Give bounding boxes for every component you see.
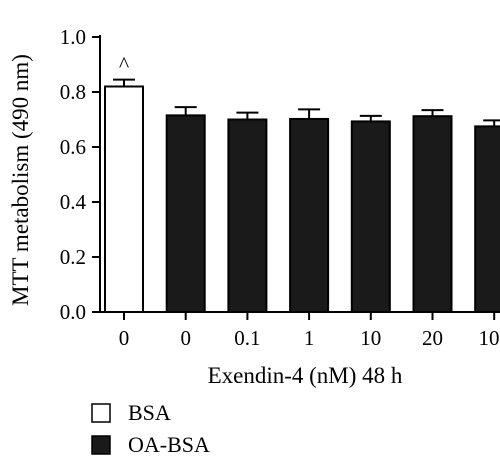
legend-label-bsa: BSA <box>128 400 171 425</box>
bars: ^ <box>104 52 500 313</box>
bar-oa-bsa-6 <box>474 125 500 313</box>
significance-marker: ^ <box>119 52 130 77</box>
x-tick-label: 1 <box>304 326 315 350</box>
y-tick-label: 0.4 <box>60 190 87 214</box>
legend-swatch-bsa <box>91 403 111 423</box>
bar-oa-bsa-3 <box>289 117 330 313</box>
y-tick-label: 0.2 <box>60 245 86 269</box>
y-tick-label: 0.6 <box>60 135 86 159</box>
x-tick-label: 100 <box>478 326 500 350</box>
x-axis-title: Exendin-4 (nM) 48 h <box>208 363 403 388</box>
legend-label-oa-bsa: OA-BSA <box>128 432 210 457</box>
x-tick-label: 10 <box>360 326 381 350</box>
y-tick-label: 0.0 <box>60 300 86 324</box>
y-tick-labels: 0.0 0.2 0.4 0.6 0.8 1.0 <box>60 25 87 324</box>
x-tick-label: 0 <box>180 326 191 350</box>
bar-oa-bsa-5 <box>412 115 453 313</box>
bar-bsa-0 <box>104 85 144 313</box>
x-tick-label: 20 <box>422 326 443 350</box>
y-tick-label: 1.0 <box>60 25 86 49</box>
bar-oa-bsa-1 <box>165 114 206 313</box>
x-tick-labels: 0 0 0.1 1 10 20 100 <box>119 326 500 350</box>
x-tick-label: 0 <box>119 326 130 350</box>
legend: BSA OA-BSA <box>91 400 210 457</box>
y-tick-label: 0.8 <box>60 80 86 104</box>
y-axis-title: MTT metabolism (490 nm) <box>8 54 33 306</box>
bar-oa-bsa-4 <box>350 120 391 313</box>
legend-swatch-oa-bsa <box>91 435 111 455</box>
bar-oa-bsa-2 <box>227 118 268 313</box>
x-tick-label: 0.1 <box>234 326 260 350</box>
